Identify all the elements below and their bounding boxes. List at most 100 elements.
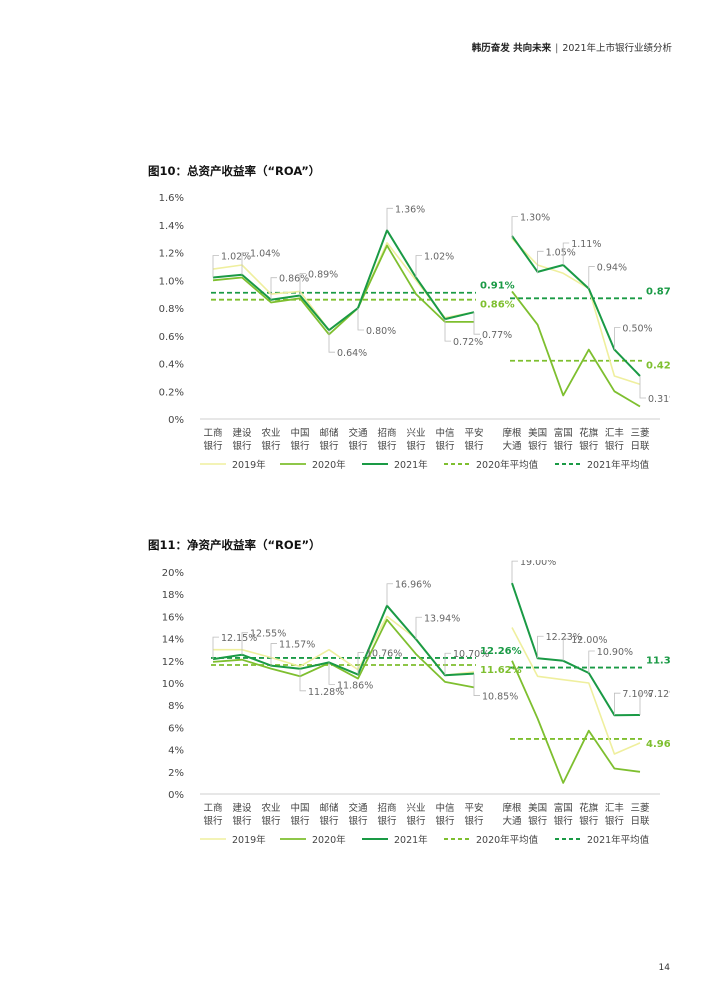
data-label: 1.11% [571,239,601,250]
annotation-leader [473,673,480,696]
x-tick-label: 邮储 [319,802,339,814]
y-tick-label: 0.8% [159,304,184,315]
data-label: 0.89% [308,270,338,281]
annotation-leader [270,277,277,300]
data-label: 0.94% [597,263,627,274]
legend-label: 2021年 [394,834,428,846]
annotation-leader [212,255,219,278]
annotation-leader [415,616,422,640]
x-tick-label: 中信 [435,802,454,814]
x-tick-label: 银行 [528,440,548,452]
y-tick-label: 6% [168,723,184,734]
x-tick-label: 富国 [554,802,573,814]
annotation-leader [270,643,277,666]
x-tick-label: 大通 [502,440,522,452]
x-tick-label: 招商 [377,427,396,439]
x-tick-label: 兴业 [406,428,425,439]
annotation-leader [613,327,621,350]
x-tick-label: 农业 [261,802,280,814]
x-tick-label: 银行 [464,815,484,827]
x-tick-label: 银行 [377,815,397,827]
x-tick-label: 建设 [232,802,252,814]
annotation-leader [562,242,570,265]
average-value-label: 0.86% [480,300,515,311]
header-separator: | [555,43,559,54]
y-tick-label: 1.4% [159,221,184,232]
annotation-leader [444,652,451,676]
x-tick-label: 银行 [406,815,426,827]
report-title: 2021年上市银行业绩分析 [562,43,672,54]
data-label: 0.31% [648,394,670,405]
x-tick-label: 汇丰 [605,802,624,814]
annotation-leader [511,216,518,239]
annotation-leader [588,650,595,674]
y-tick-label: 16% [162,612,184,623]
x-tick-label: 银行 [319,815,339,827]
x-tick-label: 农业 [261,427,280,439]
data-label: 11.28% [308,687,344,698]
legend-label: 2021年 [394,459,428,471]
x-tick-label: 银行 [319,440,339,452]
x-tick-label: 三菱 [630,802,650,814]
x-tick-label: 兴业 [406,803,425,814]
annotation-leader [212,636,219,660]
annotation-leader [241,252,248,275]
x-tick-label: 银行 [528,815,548,827]
data-label: 10.90% [597,647,633,658]
x-tick-label: 中国 [290,427,309,439]
report-slogan: 韩历奋发 共向未来 [471,43,552,54]
series-line [511,627,641,755]
data-label: 7.12% [648,689,670,700]
series-line [511,238,641,386]
annotation-leader [386,207,393,231]
figure-11-title: 图11：净资产收益率（“ROE”） [148,538,321,552]
x-tick-label: 银行 [435,440,455,452]
x-tick-label: 银行 [348,440,368,452]
series-line [212,244,474,336]
data-label: 12.23% [546,632,582,643]
data-label: 19.00% [520,560,556,568]
annotation-leader [415,255,422,278]
annotation-leader [241,632,248,655]
average-value-label: 0.87% [646,286,670,297]
roa-line-chart: 0%0.2%0.4%0.6%0.8%1.0%1.2%1.4%1.6%工商银行建设… [159,193,670,471]
x-tick-label: 邮储 [319,427,339,439]
x-tick-label: 花旗 [579,802,599,814]
y-tick-label: 0.2% [159,387,184,398]
y-tick-label: 18% [162,590,184,601]
series-line [511,582,641,717]
series-line [212,618,475,689]
data-label: 11.57% [279,640,315,651]
x-tick-label: 中信 [435,427,454,439]
x-tick-label: 摩根 [502,802,522,814]
y-tick-label: 20% [162,568,184,579]
x-tick-label: 交通 [348,427,368,439]
series-line [511,235,641,377]
annotation-leader [473,312,480,335]
annotation-leader [562,638,570,661]
series-line [511,290,641,408]
y-tick-label: 2% [168,768,184,779]
x-tick-label: 银行 [554,815,574,827]
data-label: 16.96% [395,580,431,591]
data-label: 10.70% [453,649,489,660]
annotation-leader [357,652,364,675]
legend-label: 2020年 [312,459,346,471]
data-label: 0.72% [453,337,483,348]
x-tick-label: 银行 [377,440,397,452]
annotation-leader [511,560,518,584]
x-tick-label: 工商 [203,427,222,439]
annotation-leader [537,250,544,274]
x-tick-label: 富国 [554,427,573,439]
x-tick-label: 银行 [579,815,599,827]
data-label: 0.86% [279,274,309,285]
data-label: 1.05% [546,247,576,258]
y-tick-label: 8% [168,701,184,712]
legend-label: 2020年平均值 [476,834,539,846]
y-tick-label: 1.2% [159,249,184,260]
y-tick-label: 0.4% [159,360,184,371]
data-label: 12.15% [221,633,257,644]
x-tick-label: 银行 [261,815,281,827]
annotation-leader [639,692,646,715]
x-tick-label: 中国 [290,802,309,814]
